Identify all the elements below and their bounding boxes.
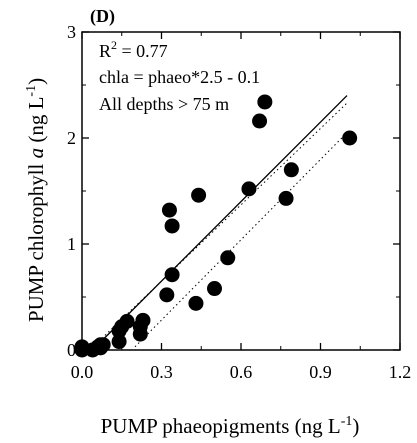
equation-annotation: chla = phaeo*2.5 - 0.1 — [99, 67, 260, 87]
data-point — [74, 342, 90, 358]
data-point — [188, 295, 204, 311]
y-tick-label: 1 — [67, 234, 76, 254]
r-squared-annotation: R2 = 0.77 — [99, 38, 168, 61]
y-axis-label-unit: (ng L — [24, 97, 48, 148]
data-point — [93, 340, 109, 356]
y-axis-label-close: ) — [24, 78, 48, 85]
depth-annotation: All depths > 75 m — [99, 94, 229, 114]
data-point — [207, 281, 222, 297]
data-point — [161, 202, 177, 218]
x-axis-label: PUMP phaeopigments (ng L-1) — [101, 414, 360, 438]
x-tick-label: 1.2 — [389, 362, 412, 382]
y-tick-label: 0 — [67, 340, 76, 360]
data-point — [342, 130, 358, 146]
x-tick-label: 0.0 — [71, 362, 94, 382]
x-tick-label: 0.3 — [150, 362, 173, 382]
data-point — [257, 94, 273, 110]
data-point — [164, 218, 180, 234]
x-tick-label: 0.9 — [309, 362, 332, 382]
panel-label: (D) — [90, 6, 115, 27]
data-point — [159, 287, 175, 303]
data-point — [191, 187, 207, 203]
y-tick-label: 3 — [67, 22, 76, 42]
y-axis-label-italic: a — [24, 148, 48, 159]
data-point — [278, 190, 294, 206]
y-tick-label: 2 — [67, 128, 76, 148]
x-tick-label: 0.6 — [230, 362, 253, 382]
confidence-band-upper — [94, 102, 348, 346]
data-point — [111, 334, 127, 350]
r-squared-base: R — [99, 41, 111, 61]
data-point — [283, 162, 299, 178]
data-point — [119, 313, 135, 329]
y-axis-label: PUMP chlorophyll a (ng L-1) — [24, 78, 48, 322]
data-point — [241, 181, 257, 197]
r-squared-superscript: 2 — [111, 38, 117, 52]
x-axis-label-superscript: -1 — [341, 414, 353, 429]
x-axis-label-close: ) — [352, 414, 359, 438]
r-squared-value: = 0.77 — [117, 41, 168, 61]
y-axis-label-superscript: -1 — [24, 85, 39, 97]
data-point — [164, 267, 180, 283]
data-point — [220, 250, 236, 266]
regression-line — [92, 95, 348, 351]
data-point — [252, 113, 268, 129]
confidence-band-lower — [134, 132, 348, 348]
x-axis-label-main: PUMP phaeopigments (ng L — [101, 414, 341, 438]
y-axis-label-main: PUMP chlorophyll — [24, 158, 48, 322]
plot-area: 0.0 0.3 0.6 0.9 1.2 0 1 2 3 — [67, 22, 411, 382]
data-point — [135, 312, 151, 328]
